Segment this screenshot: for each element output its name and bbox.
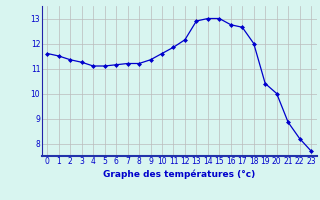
X-axis label: Graphe des températures (°c): Graphe des températures (°c) [103, 169, 255, 179]
